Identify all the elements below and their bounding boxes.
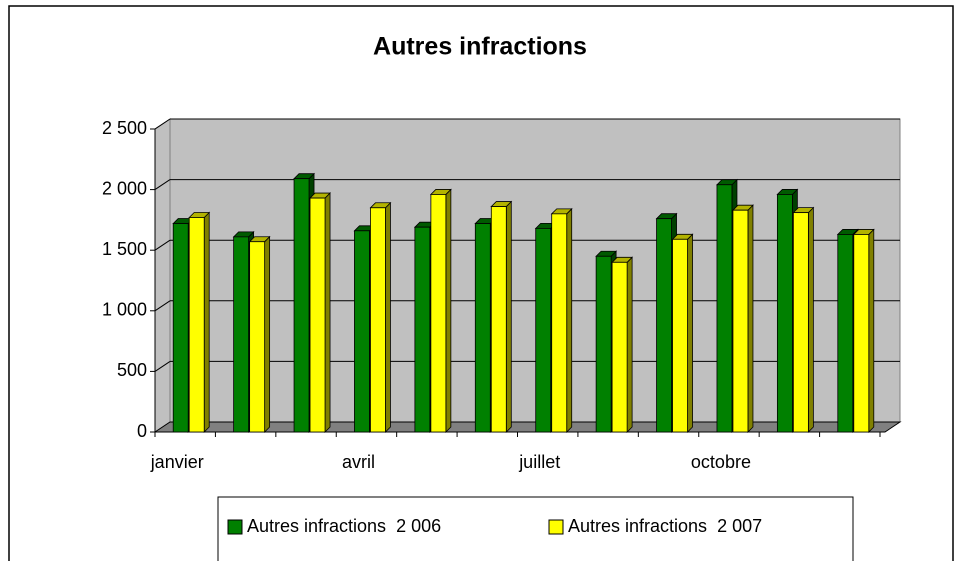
grid-line [154, 300, 171, 312]
bar-side [687, 233, 693, 433]
bar-side [868, 228, 875, 433]
bar [293, 178, 310, 433]
x-tick-label: juillet [518, 452, 560, 472]
grid-line [154, 360, 171, 372]
y-tick-label: 500 [117, 360, 147, 380]
grid-line [154, 118, 171, 130]
x-tick-label: octobre [691, 452, 751, 472]
bar [672, 238, 688, 433]
bar [716, 184, 733, 433]
bar [535, 227, 552, 433]
bar [853, 234, 870, 433]
legend-frame [217, 496, 854, 561]
bar-side [203, 211, 210, 433]
side-wall [154, 118, 171, 433]
x-tick-label: avril [342, 452, 375, 472]
bar [172, 223, 189, 433]
grid-line [154, 179, 171, 191]
bar-side [505, 200, 512, 433]
y-tick-label: 1 000 [102, 300, 147, 320]
bar-side [324, 192, 331, 433]
legend-swatch [548, 519, 564, 535]
bar-side [747, 204, 754, 433]
bar [309, 197, 326, 433]
y-tick-label: 2 500 [102, 118, 147, 138]
bar [430, 194, 447, 433]
legend-swatch [227, 519, 243, 535]
legend-label: Autres infractions 2 007 [568, 516, 762, 536]
bar [732, 209, 749, 433]
bar [837, 234, 854, 433]
y-tick-label: 0 [137, 421, 147, 441]
bar-side [385, 201, 391, 433]
bar-side [445, 188, 452, 433]
bar [249, 241, 266, 433]
bar [776, 194, 793, 433]
bar-side [626, 256, 633, 433]
bar [233, 236, 250, 433]
bar-side [807, 206, 814, 433]
x-tick-label: janvier [150, 452, 204, 472]
legend-label: Autres infractions 2 006 [247, 516, 441, 536]
bar [595, 255, 612, 433]
bar [354, 230, 370, 433]
bar [656, 218, 672, 433]
bar [370, 207, 386, 433]
bar-side [264, 235, 271, 433]
grid-line [154, 239, 171, 251]
y-tick-label: 2 000 [102, 178, 147, 198]
bar-side [566, 207, 573, 433]
bar [551, 213, 568, 433]
chart-title: Autres infractions [373, 33, 587, 61]
chart-frame [8, 5, 954, 561]
bar [490, 206, 507, 433]
bar [611, 261, 628, 433]
y-tick-label: 1 500 [102, 239, 147, 259]
bar [188, 217, 205, 433]
bar [414, 226, 431, 433]
bar [792, 212, 809, 433]
bar [474, 223, 491, 433]
